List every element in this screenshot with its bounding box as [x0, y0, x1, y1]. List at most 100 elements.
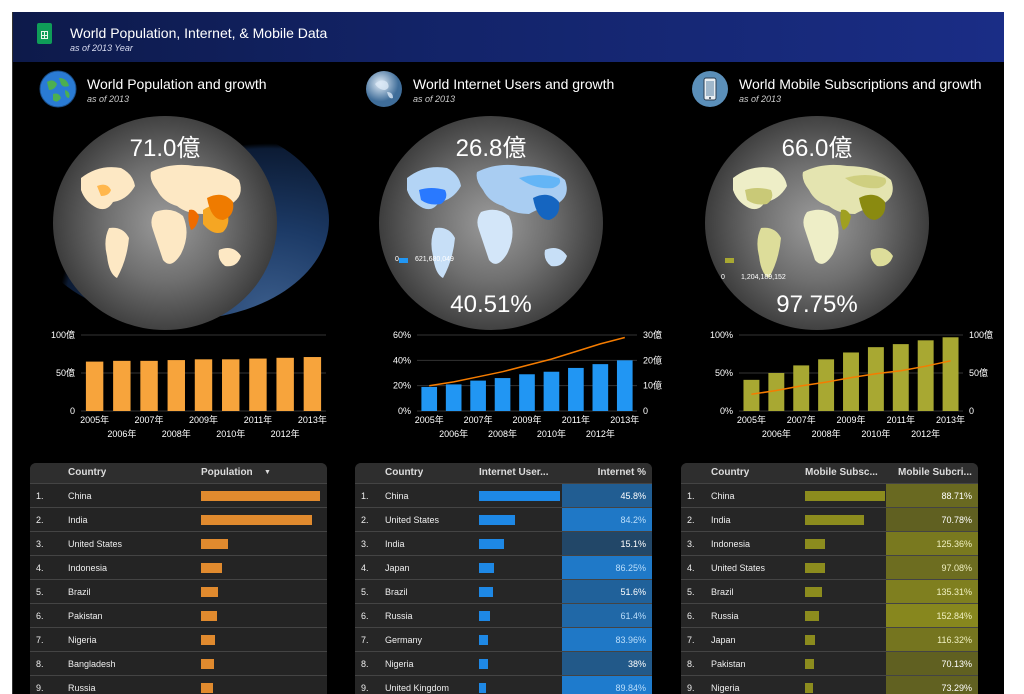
percent-cell: 152.84%: [886, 604, 978, 628]
row-number: 3.: [687, 539, 695, 549]
population-panel: World Population and growth as of 2013 7…: [29, 62, 359, 694]
table-row[interactable]: 3. India 15.1%: [355, 531, 652, 556]
table-row[interactable]: 1. China 88.71%: [681, 483, 978, 508]
table-row[interactable]: 6. Russia 61.4%: [355, 603, 652, 628]
x-axis-tick-label: 2009年: [189, 414, 218, 425]
table-row[interactable]: 1. China 45.8%: [355, 483, 652, 508]
bar: [942, 337, 959, 411]
x-axis-tick-label: 2006年: [107, 428, 136, 439]
table-row[interactable]: 4. United States 97.08%: [681, 555, 978, 580]
table-row[interactable]: 7. Nigeria: [30, 627, 327, 652]
table-row[interactable]: 2. United States 84.2%: [355, 507, 652, 532]
column-header-country[interactable]: Country: [385, 467, 424, 478]
table-row[interactable]: 6. Pakistan: [30, 603, 327, 628]
country-name: United States: [711, 563, 766, 573]
table-row[interactable]: 5. Brazil 135.31%: [681, 579, 978, 604]
x-axis-tick-label: 2007年: [787, 414, 816, 425]
y-axis-tick-label: 40%: [393, 355, 411, 365]
table-row[interactable]: 9. Nigeria 73.29%: [681, 675, 978, 694]
percent-cell: 88.71%: [886, 484, 978, 508]
panel-subtitle: as of 2013: [739, 94, 782, 104]
column-header-mobile-subscription-rate[interactable]: Mobile Subcri...: [898, 467, 972, 478]
country-name: Brazil: [68, 587, 91, 597]
row-number: 2.: [687, 515, 695, 525]
table-row[interactable]: 9. Russia: [30, 675, 327, 694]
population-world-map[interactable]: [53, 116, 277, 330]
population-bar-chart[interactable]: 0 50億 100億 2005年 2006年 2007年 2008年 2009年 2010年 20…: [29, 328, 359, 448]
value-bar: [201, 659, 215, 669]
x-axis-tick-label: 2007年: [135, 414, 164, 425]
table-row[interactable]: 7. Japan 116.32%: [681, 627, 978, 652]
internet-combo-chart[interactable]: 0% 20% 40% 60% 0 10億 20億 30億 2005年 2006年 2007年 2008…: [355, 328, 685, 448]
y-axis-tick-label: 50億: [56, 367, 75, 378]
bar: [167, 360, 185, 411]
mobile-percent-value: 97.75%: [776, 291, 858, 318]
mobile-table: Country Mobile Subsc... Mobile Subcri...…: [681, 463, 978, 694]
y2-axis-tick-label: 30億: [643, 329, 662, 340]
value-bar: [479, 635, 488, 645]
table-row[interactable]: 3. United States: [30, 531, 327, 556]
mobile-world-map[interactable]: [705, 116, 929, 330]
country-name: China: [385, 491, 409, 501]
x-axis-tick-label: 2007年: [464, 414, 493, 425]
bar: [445, 384, 462, 411]
x-axis-tick-label: 2011年: [887, 414, 915, 425]
row-number: 5.: [687, 587, 695, 597]
row-number: 8.: [361, 659, 369, 669]
y2-axis-tick-label: 50億: [969, 367, 988, 378]
map-legend-min: 0: [395, 256, 399, 263]
table-row[interactable]: 7. Germany 83.96%: [355, 627, 652, 652]
table-row[interactable]: 4. Indonesia: [30, 555, 327, 580]
table-row[interactable]: 5. Brazil: [30, 579, 327, 604]
country-name: China: [68, 491, 92, 501]
map-legend-max: 1,204,189,152: [741, 274, 786, 281]
value-bar: [805, 563, 825, 573]
map-legend-min: 0: [721, 274, 725, 281]
row-number: 4.: [361, 563, 369, 573]
row-number: 7.: [36, 635, 44, 645]
percent-cell: 73.29%: [886, 676, 978, 694]
y-axis-tick-label: 20%: [393, 381, 411, 391]
bar: [194, 359, 213, 411]
country-name: Russia: [711, 611, 739, 621]
row-number: 3.: [36, 539, 44, 549]
table-row[interactable]: 6. Russia 152.84%: [681, 603, 978, 628]
bar: [917, 340, 934, 411]
table-row[interactable]: 8. Bangladesh: [30, 651, 327, 676]
bar: [743, 379, 760, 411]
bar: [867, 347, 884, 411]
internet-world-map[interactable]: [379, 116, 603, 330]
table-row[interactable]: 8. Pakistan 70.13%: [681, 651, 978, 676]
country-name: Russia: [385, 611, 413, 621]
column-header-country[interactable]: Country: [711, 467, 750, 478]
x-axis-tick-label: 2006年: [439, 428, 468, 439]
mobile-combo-chart[interactable]: 0% 50% 100% 0 50億 100億 2005年 2006年 2007年 2008年 200…: [681, 328, 1004, 448]
column-header-internet-percent[interactable]: Internet %: [597, 467, 646, 478]
mobile-panel: World Mobile Subscriptions and growth as…: [681, 62, 1004, 694]
value-bar: [805, 491, 885, 501]
row-number: 8.: [687, 659, 695, 669]
column-header-country[interactable]: Country: [68, 467, 107, 478]
world-map-shapes: [81, 164, 241, 278]
x-axis-tick-label: 2005年: [415, 414, 444, 425]
internet-panel: World Internet Users and growth as of 20…: [355, 62, 685, 694]
value-bar: [479, 611, 491, 621]
table-row[interactable]: 8. Nigeria 38%: [355, 651, 652, 676]
column-header-population[interactable]: Population: [201, 467, 253, 478]
column-header-internet-users[interactable]: Internet User...: [479, 467, 549, 478]
country-name: Indonesia: [68, 563, 108, 573]
column-header-mobile-subscriptions[interactable]: Mobile Subsc...: [805, 467, 878, 478]
mobile-phone-icon: [692, 71, 728, 107]
x-axis-tick-label: 2005年: [737, 414, 766, 425]
table-row[interactable]: 2. India 70.78%: [681, 507, 978, 532]
table-row[interactable]: 3. Indonesia 125.36%: [681, 531, 978, 556]
table-row[interactable]: 4. Japan 86.25%: [355, 555, 652, 580]
row-number: 1.: [361, 491, 369, 501]
table-row[interactable]: 2. India: [30, 507, 327, 532]
table-row[interactable]: 5. Brazil 51.6%: [355, 579, 652, 604]
bar: [303, 357, 322, 411]
table-row[interactable]: 1. China: [30, 483, 327, 508]
google-sheets-icon[interactable]: [37, 23, 52, 44]
table-row[interactable]: 9. United Kingdom 89.84%: [355, 675, 652, 694]
sort-descending-icon[interactable]: ▼: [264, 469, 271, 476]
